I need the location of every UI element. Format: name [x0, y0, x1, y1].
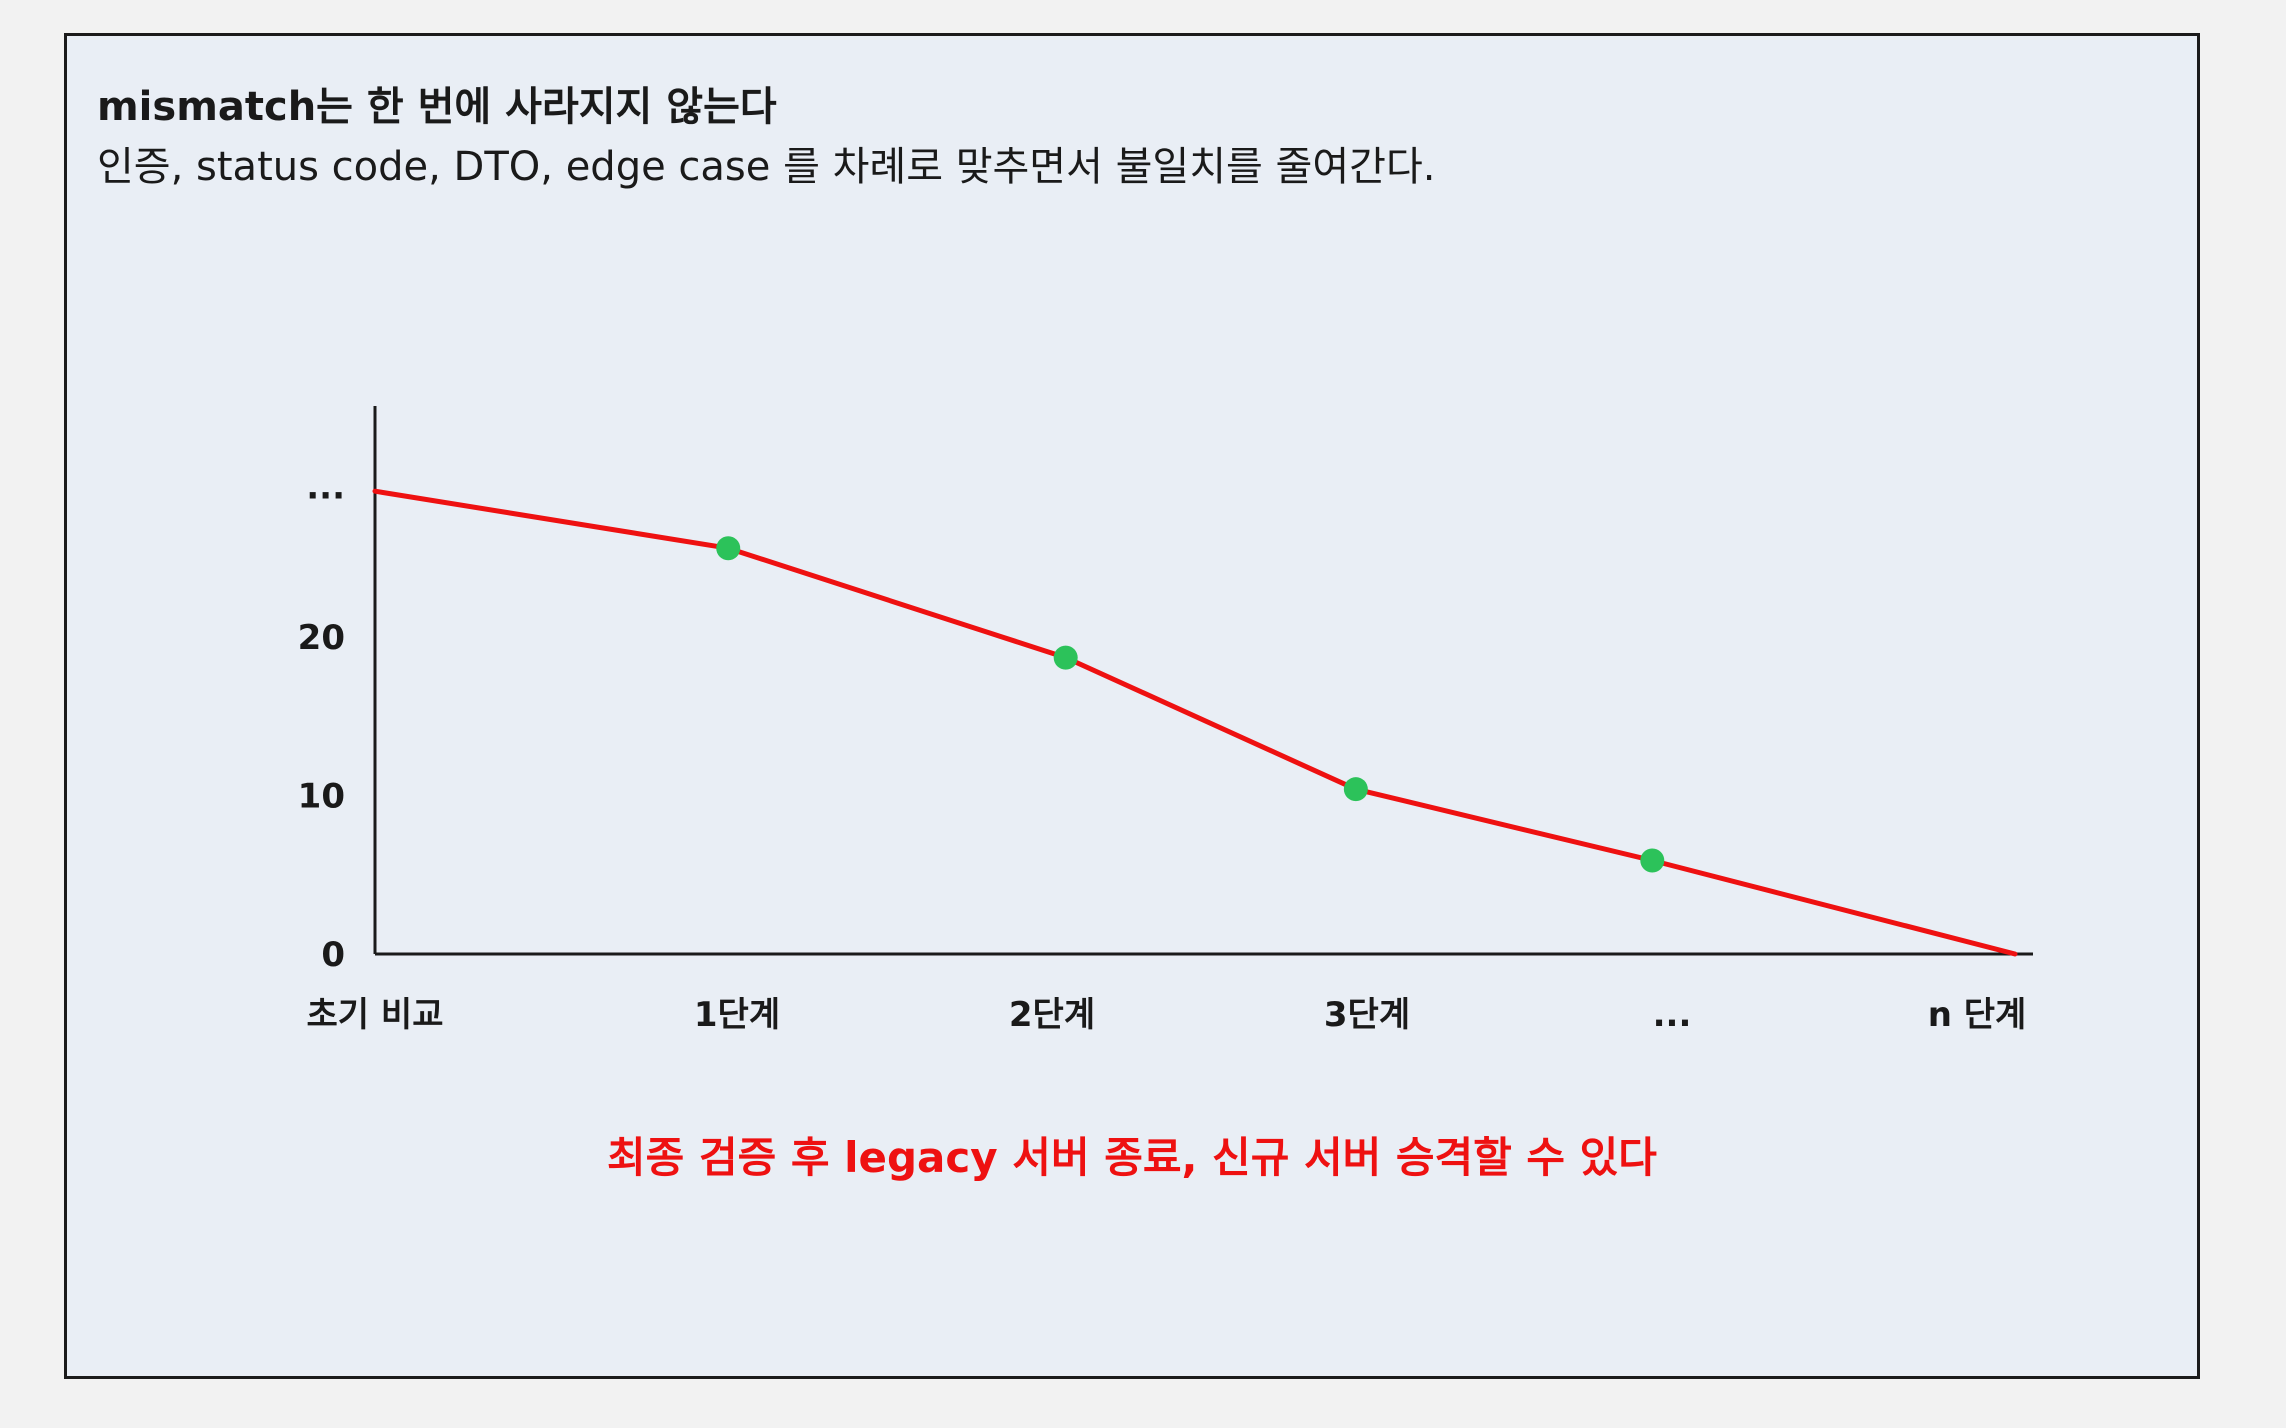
x-axis-ticks: 초기 비교 1단계 2단계 3단계... n 단계 [307, 995, 2027, 1035]
series-line [372, 488, 2018, 957]
x-tick-label: ... [1653, 995, 1692, 1035]
series-mismatch [372, 488, 2018, 957]
y-tick-label: 20 [298, 618, 345, 658]
data-point [1343, 777, 1368, 802]
x-tick-label: n 단계 [1928, 995, 2027, 1035]
conclusion-text: 최종 검증 후 legacy 서버 종료, 신규 서버 승격할 수 있다 [607, 1133, 1657, 1182]
chart-panel: mismatch는 한 번에 사라지지 않는다 인증, status code,… [64, 33, 2200, 1379]
data-point [716, 536, 741, 561]
y-tick-label: 10 [298, 777, 345, 817]
y-tick-label: ... [306, 467, 345, 507]
data-point [1640, 848, 1665, 873]
line-chart: 0 10 20... 초기 비교 1단계 2단계 3단계... n 단계 [298, 406, 2033, 1035]
y-tick-label: 0 [321, 935, 345, 975]
data-point [1053, 645, 1078, 670]
chart-subtitle: 인증, status code, DTO, edge case 를 차례로 맞추… [97, 144, 1436, 190]
x-tick-label: 초기 비교 [307, 995, 444, 1035]
y-axis-ticks: 0 10 20... [298, 467, 345, 975]
series-points [716, 536, 1665, 873]
chart-axes [373, 406, 2033, 956]
x-tick-label: 3단계 [1324, 995, 1410, 1035]
x-tick-label: 2단계 [1009, 995, 1095, 1035]
chart-title: mismatch는 한 번에 사라지지 않는다 [97, 84, 777, 130]
x-tick-label: 1단계 [694, 995, 780, 1035]
